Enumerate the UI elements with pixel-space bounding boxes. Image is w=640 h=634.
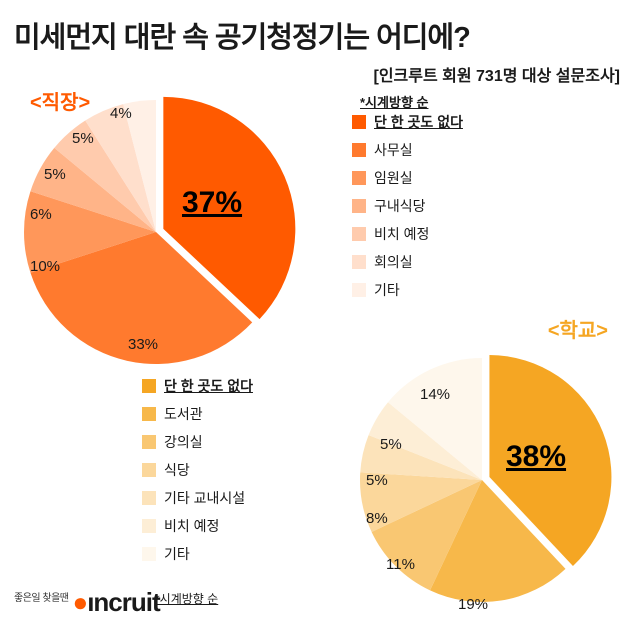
legend-label: 비치 예정	[164, 516, 219, 536]
legend-swatch-icon	[142, 379, 156, 393]
brand-logo: 좋은일 찾을땐 ●ıncruit	[14, 587, 160, 618]
legend-label: 사무실	[374, 140, 413, 160]
chart1-main-value: 37%	[182, 186, 242, 220]
legend-label: 식당	[164, 460, 190, 480]
legend-label: 비치 예정	[374, 224, 429, 244]
legend-swatch-icon	[352, 199, 366, 213]
legend-item: 단 한 곳도 없다	[352, 112, 463, 132]
legend-label: 단 한 곳도 없다	[164, 376, 253, 396]
legend-label: 기타	[164, 544, 190, 564]
page-title: 미세먼지 대란 속 공기청정기는 어디에?	[14, 14, 470, 56]
legend-item: 강의실	[142, 432, 253, 452]
logo-dot-icon: ●	[72, 587, 87, 617]
legend1-note: *시계방향 순	[360, 92, 428, 111]
legend-swatch-icon	[142, 547, 156, 561]
legend-item: 회의실	[352, 252, 463, 272]
legend-item: 식당	[142, 460, 253, 480]
slice-label: 19%	[458, 596, 488, 613]
legend2-note: *시계방향 순	[155, 590, 218, 607]
slice-label: 4%	[110, 105, 132, 122]
legend-swatch-icon	[352, 227, 366, 241]
slice-label: 11%	[386, 556, 415, 573]
legend-item: 비치 예정	[352, 224, 463, 244]
legend-label: 기타 교내시설	[164, 488, 245, 508]
legend-label: 회의실	[374, 252, 413, 272]
legend-swatch-icon	[352, 255, 366, 269]
legend-swatch-icon	[352, 283, 366, 297]
legend-item: 기타 교내시설	[142, 488, 253, 508]
legend-swatch-icon	[352, 171, 366, 185]
legend-label: 기타	[374, 280, 400, 300]
legend-item: 기타	[352, 280, 463, 300]
legend-label: 단 한 곳도 없다	[374, 112, 463, 132]
slice-label: 6%	[30, 206, 52, 223]
legend-item: 도서관	[142, 404, 253, 424]
legend-label: 강의실	[164, 432, 203, 452]
chart2-main-value: 38%	[506, 440, 566, 474]
legend-swatch-icon	[352, 143, 366, 157]
chart2-label: <학교>	[548, 314, 608, 343]
legend-workplace: 단 한 곳도 없다사무실임원실구내식당비치 예정회의실기타	[352, 112, 463, 308]
slice-label: 8%	[366, 510, 388, 527]
legend-school: 단 한 곳도 없다도서관강의실식당기타 교내시설비치 예정기타	[142, 376, 253, 572]
legend-swatch-icon	[142, 519, 156, 533]
page-subtitle: [인크루트 회원 731명 대상 설문조사]	[374, 62, 621, 86]
logo-brand: ●ıncruit	[72, 587, 159, 618]
legend-swatch-icon	[352, 115, 366, 129]
slice-label: 33%	[128, 336, 158, 353]
slice-label: 5%	[380, 436, 402, 453]
legend-item: 구내식당	[352, 196, 463, 216]
logo-text: ıncruit	[87, 587, 159, 617]
slice-label: 5%	[366, 472, 388, 489]
logo-tagline: 좋은일 찾을땐	[14, 589, 68, 604]
legend-item: 임원실	[352, 168, 463, 188]
legend-item: 기타	[142, 544, 253, 564]
legend-item: 사무실	[352, 140, 463, 160]
legend-swatch-icon	[142, 463, 156, 477]
legend-swatch-icon	[142, 407, 156, 421]
legend-label: 도서관	[164, 404, 203, 424]
slice-label: 14%	[420, 386, 450, 403]
legend-label: 임원실	[374, 168, 413, 188]
legend-label: 구내식당	[374, 196, 426, 216]
legend-swatch-icon	[142, 435, 156, 449]
legend-item: 단 한 곳도 없다	[142, 376, 253, 396]
pie-chart-workplace	[16, 92, 296, 372]
slice-label: 10%	[30, 258, 60, 275]
slice-label: 5%	[44, 166, 66, 183]
slice-label: 5%	[72, 130, 94, 147]
legend-swatch-icon	[142, 491, 156, 505]
legend-item: 비치 예정	[142, 516, 253, 536]
